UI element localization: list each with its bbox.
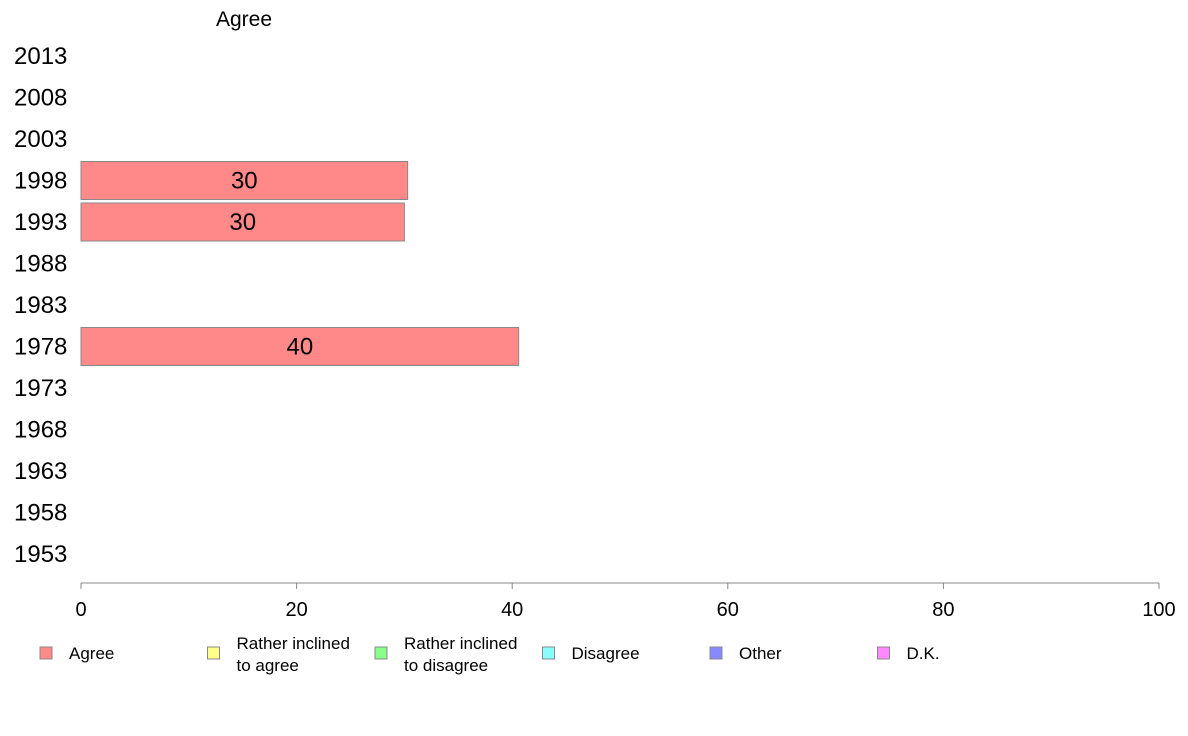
category-label-2003: 2003 <box>14 126 67 153</box>
x-tick-label-60: 60 <box>717 599 739 621</box>
x-tick-label-0: 0 <box>75 599 86 621</box>
category-label-1963: 1963 <box>14 458 67 485</box>
legend-label-4: Other <box>739 644 782 663</box>
x-tick-label-80: 80 <box>932 599 954 621</box>
category-label-1993: 1993 <box>14 209 67 236</box>
legend-label-1: Rather inclined to agree <box>237 634 350 675</box>
category-label-1953: 1953 <box>14 541 67 568</box>
category-labels: 2013 2008 2003 1998 1993 1988 1983 1978 1973 1968… <box>14 43 67 568</box>
legend-label-5: D.K. <box>907 644 940 663</box>
legend-swatch-0 <box>39 646 53 660</box>
legend-swatch-1 <box>207 646 220 660</box>
bar-label-1998: 30 <box>231 168 258 195</box>
category-label-1973: 1973 <box>14 375 67 402</box>
category-label-1968: 1968 <box>14 417 67 444</box>
category-label-1988: 1988 <box>14 251 67 278</box>
legend-label-3: Disagree <box>572 644 640 663</box>
series-header-label: Agree <box>216 8 272 31</box>
x-axis: 0 20 40 60 80 100 <box>75 582 1176 621</box>
category-label-2013: 2013 <box>14 43 67 70</box>
legend-swatch-2 <box>374 646 388 660</box>
bar-1978-series-0 <box>80 327 520 366</box>
legend-swatch-3 <box>542 646 555 660</box>
category-label-1978: 1978 <box>14 334 67 361</box>
x-tick-label-20: 20 <box>285 599 307 621</box>
legend-label-2: Rather inclined to disagree <box>404 634 517 675</box>
bar-1993-series-0 <box>80 202 405 242</box>
category-label-1983: 1983 <box>14 292 67 319</box>
category-label-2008: 2008 <box>14 85 67 112</box>
x-tick-label-100: 100 <box>1142 599 1175 621</box>
bars: 30 30 40 <box>80 161 520 366</box>
category-label-1998: 1998 <box>14 168 67 195</box>
bar-label-1978: 40 <box>286 334 313 361</box>
legend-swatch-4 <box>709 646 723 660</box>
x-tick-label-40: 40 <box>501 599 523 621</box>
legend-swatch-5 <box>877 646 890 660</box>
legend-label-0: Agree <box>69 644 114 663</box>
bar-1998-series-0 <box>80 161 409 200</box>
category-label-1958: 1958 <box>14 500 67 527</box>
bar-label-1993: 30 <box>229 209 256 236</box>
legend: Agree Rather inclined to agree Rather incli… <box>39 634 940 675</box>
